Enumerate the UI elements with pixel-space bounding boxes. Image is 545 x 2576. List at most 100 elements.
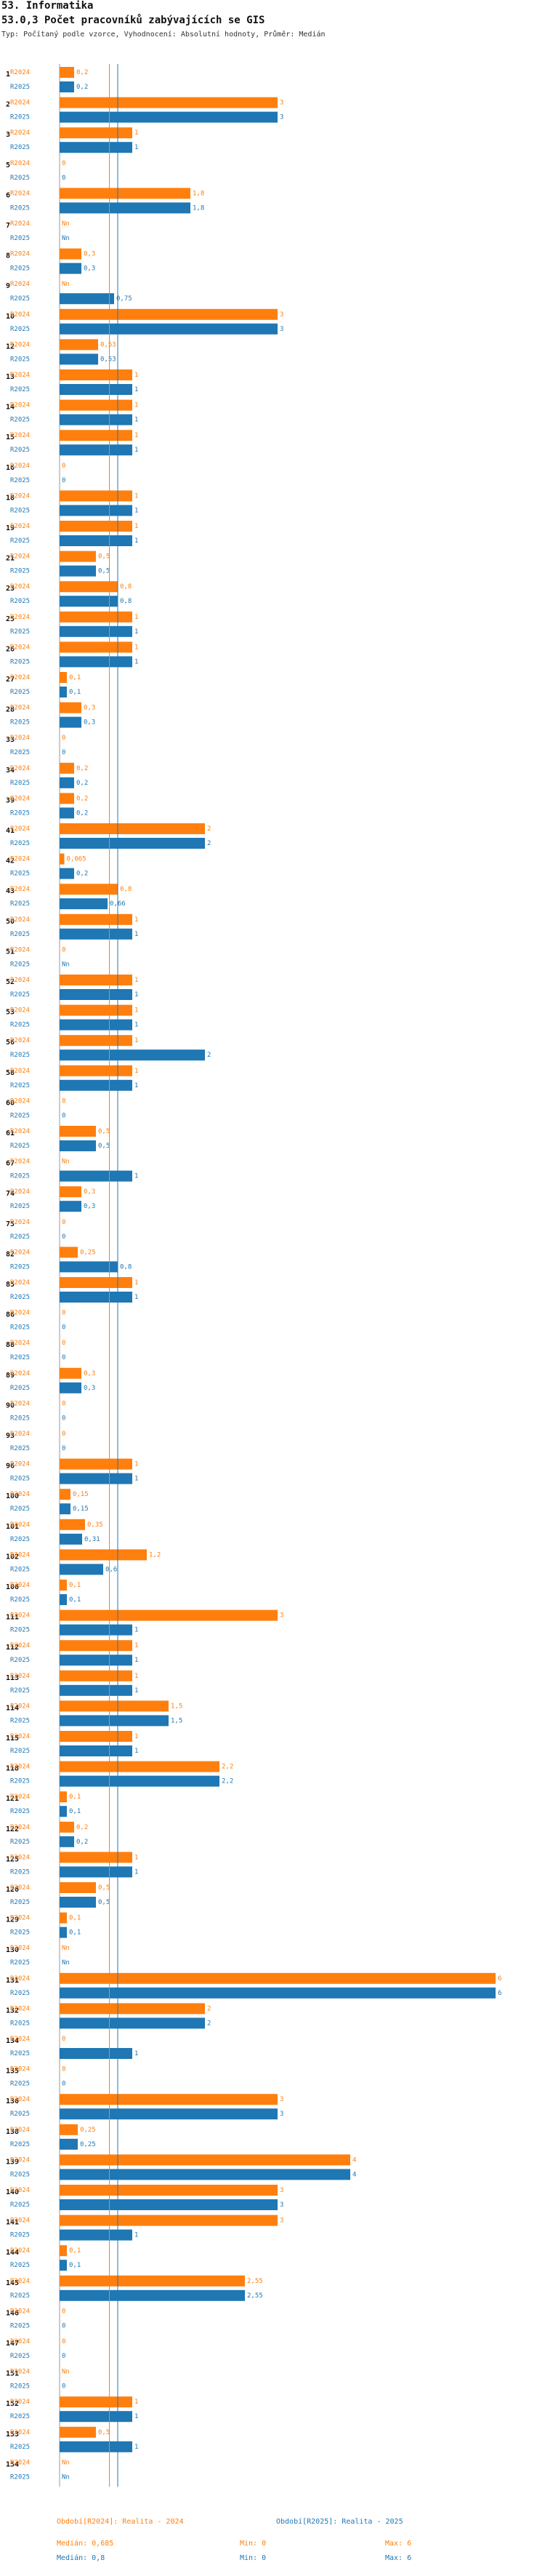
category-label: 140 [6, 2188, 19, 2196]
bar-r2025 [60, 1594, 67, 1605]
data-label-r2025: 1 [134, 2413, 138, 2420]
bar-r2024 [60, 97, 278, 108]
data-label-r2024: 3 [280, 2096, 283, 2103]
bar-r2025 [60, 565, 96, 577]
category-label: 82 [6, 1250, 15, 1258]
series-label-r2025: R2025 [10, 2473, 30, 2481]
data-label-r2025: 1 [134, 2444, 138, 2451]
series-label-r2024: R2024 [10, 825, 30, 833]
series-label-r2024: R2024 [10, 1249, 30, 1256]
series-label-r2025: R2025 [10, 2444, 30, 2451]
series-label-r2025: R2025 [10, 1536, 30, 1543]
series-label-r2025: R2025 [10, 2020, 30, 2027]
series-label-r2024: R2024 [10, 1945, 30, 1952]
category-label: 121 [6, 1795, 19, 1803]
category-label: 5 [6, 161, 10, 169]
series-label-r2025: R2025 [10, 144, 30, 151]
category-label: 18 [6, 494, 15, 502]
data-label-r2024: 0,5 [98, 1884, 110, 1892]
series-label-r2024: R2024 [10, 2005, 30, 2012]
category-label: 151 [6, 2370, 19, 2378]
data-label-r2024: 0 [62, 1219, 65, 1226]
data-label-r2025: 1 [134, 537, 138, 545]
bar-r2024 [60, 2275, 245, 2287]
data-label-r2024: 0,1 [69, 1793, 81, 1801]
data-label-r2025: 0,1 [69, 1596, 81, 1604]
series-label-r2025: R2025 [10, 598, 30, 605]
series-label-r2025: R2025 [10, 1868, 30, 1876]
category-label: 88 [6, 1341, 15, 1349]
category-label: 25 [6, 615, 15, 623]
bar-r2025 [60, 1775, 219, 1787]
data-label-r2025: 0,3 [84, 1385, 95, 1392]
data-label-r2025: 1 [134, 628, 138, 636]
data-label-r2025: 0,2 [76, 780, 88, 787]
series-label-r2025: R2025 [10, 1990, 30, 1997]
bar-r2025 [60, 1292, 132, 1303]
data-label-r2024: 1 [134, 1854, 138, 1861]
category-label: 153 [6, 2431, 19, 2439]
data-label-r2025: 0 [62, 2081, 65, 2088]
series-label-r2025: R2025 [10, 1476, 30, 1483]
category-label: 13 [6, 373, 15, 381]
bar-r2025 [60, 2441, 132, 2452]
series-label-r2025: R2025 [10, 1717, 30, 1724]
data-label-r2024: 0 [62, 946, 65, 953]
data-label-r2025: 2 [207, 2020, 211, 2027]
bar-r2025 [60, 625, 132, 637]
data-label-r2024: 1 [134, 977, 138, 984]
series-label-r2025: R2025 [10, 1445, 30, 1452]
data-label-r2025: 1 [134, 2232, 138, 2239]
series-label-r2025: R2025 [10, 1839, 30, 1846]
bar-r2025 [60, 444, 132, 456]
category-label: 132 [6, 2007, 19, 2015]
data-label-r2025: 1,5 [171, 1717, 182, 1724]
series-label-r2024: R2024 [10, 220, 30, 228]
series-label-r2024: R2024 [10, 2278, 30, 2285]
data-label-r2025: 0 [62, 477, 65, 484]
series-label-r2024: R2024 [10, 1461, 30, 1468]
bar-r2025 [60, 2048, 132, 2059]
series-label-r2025: R2025 [10, 2232, 30, 2239]
series-label-r2024: R2024 [10, 705, 30, 712]
data-label-r2024: 0,1 [69, 1582, 81, 1589]
category-label: 130 [6, 1946, 19, 1954]
data-label-r2024: 1 [134, 1007, 138, 1015]
bar-r2025 [60, 687, 67, 697]
series-label-r2025: R2025 [10, 1354, 30, 1361]
data-label-r2025: 0 [62, 175, 65, 182]
series-label-r2024: R2024 [10, 2156, 30, 2164]
series-label-r2025: R2025 [10, 2353, 30, 2360]
data-label-r2025: 1 [134, 1082, 138, 1089]
category-label: 8 [6, 252, 10, 260]
bar-r2024 [60, 1458, 132, 1470]
category-label: 86 [6, 1311, 15, 1319]
series-label-r2025: R2025 [10, 1263, 30, 1271]
series-label-r2024: R2024 [10, 886, 30, 893]
category-label: 10 [6, 313, 15, 321]
series-label-r2024: R2024 [10, 1279, 30, 1287]
bar-r2025 [60, 989, 132, 1000]
category-label: 7 [6, 222, 10, 230]
bar-r2024 [60, 884, 118, 895]
category-label: 154 [6, 2460, 19, 2468]
bar-r2025 [60, 1987, 496, 1999]
data-label-r2025: 1 [134, 144, 138, 151]
data-label-r2024: 0,2 [76, 69, 88, 76]
bar-r2024 [60, 641, 132, 653]
series-label-r2025: R2025 [10, 2201, 30, 2209]
bar-r2025 [60, 323, 278, 335]
bar-r2025 [60, 384, 132, 395]
data-label-r2025: 1 [134, 1748, 138, 1755]
series-label-r2025: R2025 [10, 295, 30, 303]
bar-r2025 [60, 1806, 67, 1817]
series-label-r2025: R2025 [10, 658, 30, 665]
data-label-r2025: 1 [134, 1687, 138, 1695]
bar-r2025 [60, 293, 114, 305]
series-label-r2025: R2025 [10, 900, 30, 908]
data-label-r2024: 1 [134, 916, 138, 924]
data-label-r2024: 0 [62, 1310, 65, 1317]
series-label-r2024: R2024 [10, 2127, 30, 2134]
series-label-r2024: R2024 [10, 553, 30, 561]
